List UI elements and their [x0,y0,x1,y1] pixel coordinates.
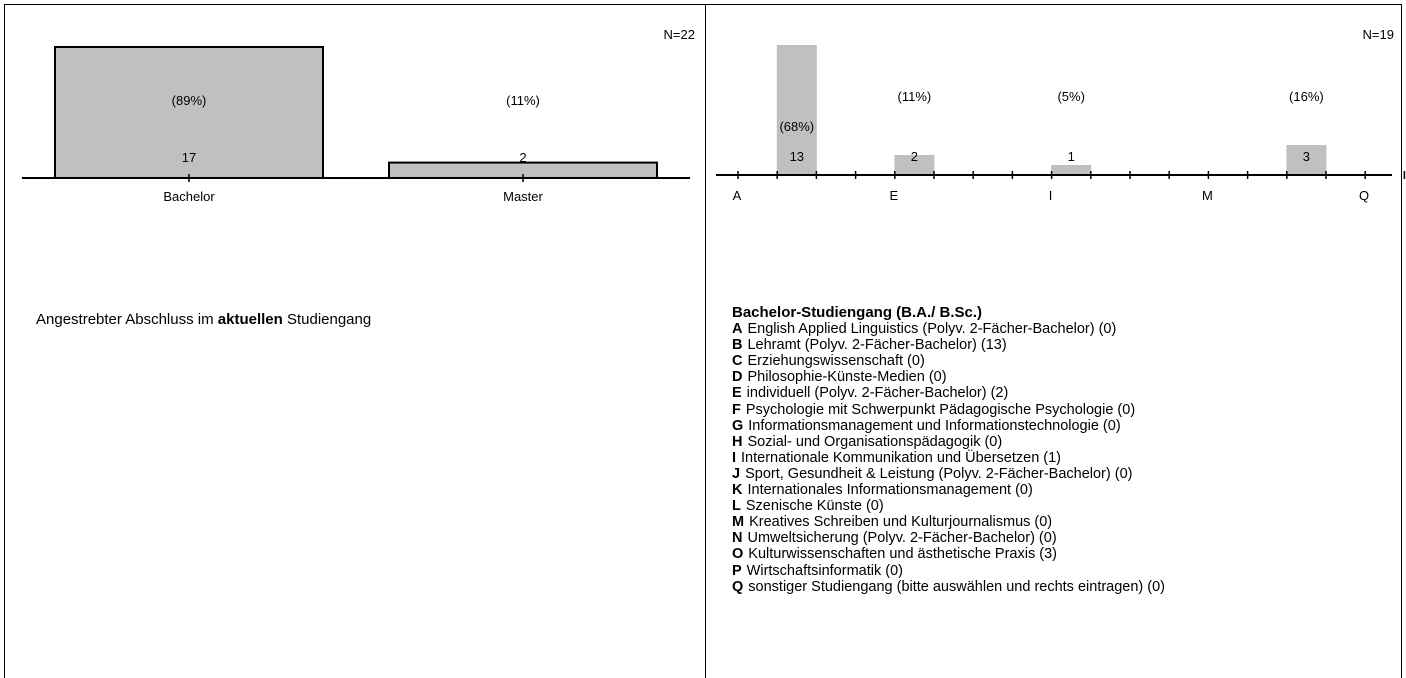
legend-item: D Philosophie-Künste-Medien (0) [732,369,1165,385]
category-label: Bachelor [163,189,215,204]
category-label: A [733,188,742,203]
value-label: 2 [519,150,526,165]
legend-title: Bachelor-Studiengang (B.A./ B.Sc.) [732,304,983,321]
legend-item: I Internationale Kommunikation und Überse… [732,450,1165,466]
legend-item: L Szenische Künste (0) [732,498,1165,514]
legend-list: A English Applied Linguistics (Polyv. 2-F… [732,321,1165,595]
legend-text: Psychologie mit Schwerpunkt Pädagogische… [745,401,1136,418]
legend-text: Lehramt (Polyv. 2-Fächer-Bachelor) (13) [747,337,1007,354]
legend-key: K [732,482,743,499]
legend-text: Kulturwissenschaften und ästhetische Pra… [748,546,1057,563]
percent-label: (16%) [1289,89,1324,104]
caption-bold: aktuellen [217,311,283,328]
percent-label: (5%) [1057,89,1084,104]
category-label: Q [1359,188,1369,203]
legend-item: M Kreatives Schreiben und Kulturjournalis… [732,514,1165,530]
degree-bar-chart: N=22 (89%) 17 Bachelor (11%) 2 Master [22,27,695,204]
bar [1051,165,1092,175]
legend-text: Szenische Künste (0) [745,498,884,515]
left-chart-caption: Angestrebter Abschluss im aktuellen Stud… [36,311,371,328]
legend-text: Umweltsicherung (Polyv. 2-Fächer-Bachelo… [747,530,1057,547]
value-label: 3 [1303,149,1310,164]
legend-text: Philosophie-Künste-Medien (0) [747,369,947,386]
legend-text: Kreatives Schreiben und Kulturjournalism… [749,514,1053,531]
category-label: M [1202,188,1213,203]
legend-key: P [732,562,742,579]
value-label: 2 [911,149,918,164]
legend-key: F [732,401,741,418]
legend-key: C [732,353,743,370]
bar [1286,145,1327,175]
legend-item: F Psychologie mit Schwerpunkt Pädagogisch… [732,402,1165,418]
legend-key: J [732,465,741,482]
report-frame [4,4,1402,678]
value-label: 1 [1068,149,1075,164]
panel-divider [705,4,706,678]
legend-item: G Informationsmanagement und Informations… [732,418,1165,434]
legend-key: I [732,449,737,466]
legend-key: M [732,514,745,531]
value-label: 13 [790,149,804,164]
legend-item: O Kulturwissenschaften und ästhetische Pr… [732,546,1165,562]
category-label: I [1049,188,1053,203]
legend-key: A [732,321,743,338]
bar [894,155,935,175]
legend-item: B Lehramt (Polyv. 2-Fächer-Bachelor) (13) [732,337,1165,353]
caption-suffix: Studiengang [282,311,372,328]
category-label: E [889,188,898,203]
percent-label: (68%) [779,119,814,134]
legend-item: K Internationales Informationsmanagement … [732,482,1165,498]
legend-key: D [732,369,743,386]
legend-item: J Sport, Gesundheit & Leistung (Polyv. 2-… [732,466,1165,482]
legend-key: B [732,337,743,354]
legend-text: Internationales Informationsmanagement (… [747,482,1033,499]
legend-item: C Erziehungswissenschaft (0) [732,353,1165,369]
n-label: N=19 [1363,27,1394,42]
legend-item: H Sozial- und Organisationspädagogik (0) [732,434,1165,450]
legend-key: Q [732,578,744,595]
legend-text: Wirtschaftsinformatik (0) [746,562,903,579]
legend-key: O [732,546,744,563]
legend-text: Informationsmanagement und Informationst… [748,417,1121,434]
legend-text: Erziehungswissenschaft (0) [747,353,925,370]
program-bar-chart: N=19 13 (68%) 2 (11%) 1 (5%) 3 (16%) A E I M Q [716,27,1406,203]
legend-text: individuell (Polyv. 2-Fächer-Bachelor) (… [746,385,1009,402]
legend-item: N Umweltsicherung (Polyv. 2-Fächer-Bachel… [732,530,1165,546]
percent-label: (89%) [172,93,207,108]
legend-item: A English Applied Linguistics (Polyv. 2-F… [732,321,1165,337]
legend-text: sonstiger Studiengang (bitte auswählen u… [748,578,1166,595]
percent-label: (11%) [506,93,540,108]
legend-key: H [732,433,743,450]
percent-label: (11%) [898,89,932,104]
legend-key: L [732,498,741,515]
legend-item: P Wirtschaftsinformatik (0) [732,563,1165,579]
legend-key: G [732,417,744,434]
n-label: N=22 [664,27,695,42]
legend-text: English Applied Linguistics (Polyv. 2-Fä… [747,321,1117,338]
legend-text: Sozial- und Organisationspädagogik (0) [747,433,1003,450]
value-label: 17 [182,150,196,165]
legend-key: E [732,385,742,402]
category-label: Master [503,189,543,204]
legend-text: Internationale Kommunikation und Überset… [741,449,1062,466]
program-legend: Bachelor-Studiengang (B.A./ B.Sc.) A Engl… [732,304,1165,595]
legend-key: N [732,530,743,547]
legend-text: Sport, Gesundheit & Leistung (Polyv. 2-F… [745,465,1133,482]
bar [776,45,817,175]
caption-prefix: Angestrebter Abschluss im [36,311,218,328]
